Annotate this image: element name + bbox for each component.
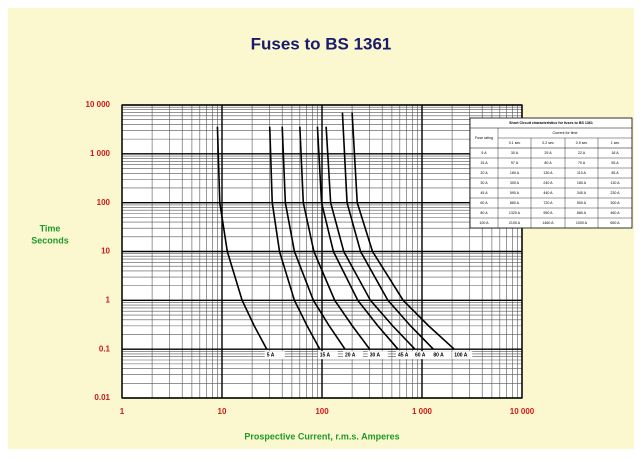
table-cell: 240 A (543, 181, 553, 185)
table-cell: 460 A (610, 211, 620, 215)
table-cell: 650 A (610, 221, 620, 225)
table-cell: 85 A (611, 171, 619, 175)
y-tick-label: 1 000 (90, 149, 111, 158)
curve-label: 15 A (320, 352, 331, 358)
fuse-curve (351, 112, 455, 350)
table-header: Fuse rating (475, 136, 493, 140)
x-tick-label: 10 000 (510, 407, 535, 416)
table-cell: 180 A (577, 181, 587, 185)
table-cell: 1460 A (542, 221, 554, 225)
x-axis-label: Prospective Current, r.m.s. Amperes (244, 431, 399, 441)
table-subheader: 0.5 sec (576, 141, 588, 145)
table-cell: 45 A (480, 191, 488, 195)
y-tick-label: 0.01 (94, 393, 110, 402)
y-tick-label: 0.1 (99, 344, 111, 353)
curve-label: 20 A (345, 352, 356, 358)
table-title: Short Circuit characteristics for fuses … (509, 121, 593, 125)
table-cell: 130 A (543, 171, 553, 175)
table-cell: 60 A (480, 201, 488, 205)
table-cell: 300 A (510, 181, 520, 185)
curve-label: 5 A (267, 352, 275, 358)
table-cell: 80 A (544, 161, 552, 165)
x-tick-label: 10 (218, 407, 227, 416)
label-box (317, 351, 338, 360)
label-box (343, 351, 364, 360)
label-box (412, 351, 433, 360)
table-cell: 130 A (610, 181, 620, 185)
table-subheader: 0.1 sec (509, 141, 521, 145)
table-cell: 20 A (480, 171, 488, 175)
x-tick-label: 100 (315, 407, 329, 416)
plot-frame (121, 104, 523, 399)
table-cell: 680 A (577, 211, 587, 215)
table-cell: 55 A (611, 161, 619, 165)
table-cell: 300 A (610, 201, 620, 205)
table-cell: 5 A (481, 151, 487, 155)
table-cell: 180 A (510, 171, 520, 175)
table-cell: 500 A (577, 201, 587, 205)
table-subheader: 0.2 sec (542, 141, 554, 145)
label-box (264, 351, 285, 360)
table-cell: 18 A (611, 151, 619, 155)
fuse-curve (268, 126, 321, 350)
curve-label: 60 A (415, 352, 426, 358)
table-cell: 2100 A (509, 221, 521, 225)
y-axis-label: Seconds (31, 235, 69, 245)
fuse-curve (316, 126, 399, 350)
fuse-curve (325, 126, 416, 350)
label-box (395, 351, 416, 360)
table-cell: 30 A (511, 151, 519, 155)
fuse-curve (341, 112, 434, 350)
table-cell: 97 A (511, 161, 519, 165)
table-subheader: 1 sec (611, 141, 620, 145)
table-cell: 22 A (578, 151, 586, 155)
chart-title: Fuses to BS 1361 (251, 34, 392, 53)
fuse-curve (281, 126, 346, 350)
x-tick-label: 1 000 (412, 407, 433, 416)
label-box (431, 351, 452, 360)
y-tick-label: 10 (101, 247, 110, 256)
table-cell: 440 A (543, 191, 553, 195)
table-cell: 15 A (480, 161, 488, 165)
table-frame (469, 117, 633, 229)
table-cell: 110 A (577, 171, 587, 175)
x-tick-label: 1 (120, 407, 125, 416)
table-cell: 1320 A (509, 211, 521, 215)
table-cell: 30 A (480, 181, 488, 185)
curve-label: 45 A (398, 352, 409, 358)
table-cell: 950 A (543, 211, 553, 215)
y-axis-label: Time (40, 223, 61, 233)
curve-label: 30 A (370, 352, 381, 358)
y-tick-label: 100 (97, 198, 111, 207)
curve-label: 100 A (454, 352, 468, 358)
table-cell: 340 A (577, 191, 587, 195)
label-box (367, 351, 388, 360)
label-box (452, 351, 473, 360)
table-cell: 100 A (479, 221, 489, 225)
y-tick-label: 10 000 (86, 100, 111, 109)
table-cell: 25 A (544, 151, 552, 155)
table-cell: 860 A (510, 201, 520, 205)
y-tick-label: 1 (106, 295, 111, 304)
table-header: Current for time (553, 131, 578, 135)
fuse-curve (216, 126, 268, 350)
table-cell: 590 A (510, 191, 520, 195)
table-cell: 1000 A (576, 221, 588, 225)
table-cell: 230 A (610, 191, 620, 195)
fuse-curve (299, 126, 371, 350)
table-cell: 70 A (578, 161, 586, 165)
table-cell: 720 A (543, 201, 553, 205)
curve-label: 80 A (433, 352, 444, 358)
table-cell: 80 A (480, 211, 488, 215)
